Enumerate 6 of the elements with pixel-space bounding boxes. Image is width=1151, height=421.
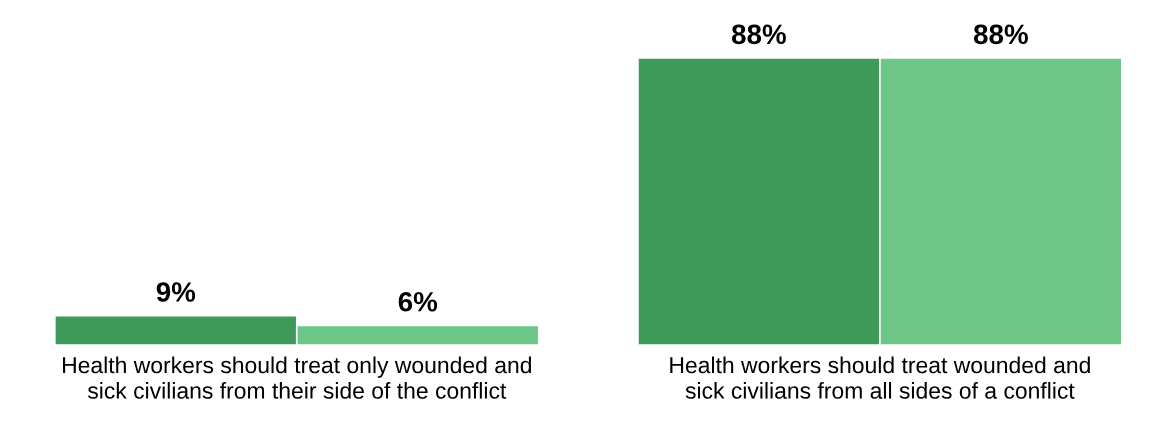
data-label: 88% (731, 24, 786, 45)
x-tick-label: Health workers should treat wounded and sick civilians from all sides of a conflict (670, 356, 1090, 399)
x-tick-label: Health workers should treat only wounded and sick civilians from their side of the conflict (63, 356, 531, 399)
data-label: 88% (973, 24, 1028, 45)
data-label: 9% (156, 282, 196, 302)
data-label: 6% (398, 291, 438, 312)
